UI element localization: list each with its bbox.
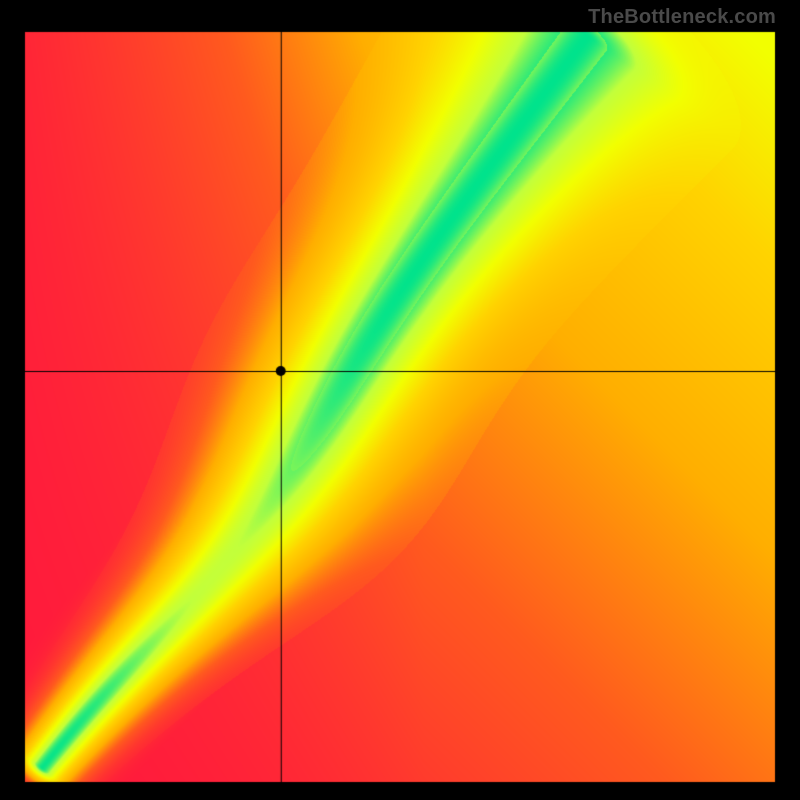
watermark-text: TheBottleneck.com bbox=[588, 6, 776, 29]
chart-container: TheBottleneck.com bbox=[0, 0, 800, 800]
heatmap-canvas bbox=[0, 0, 800, 800]
